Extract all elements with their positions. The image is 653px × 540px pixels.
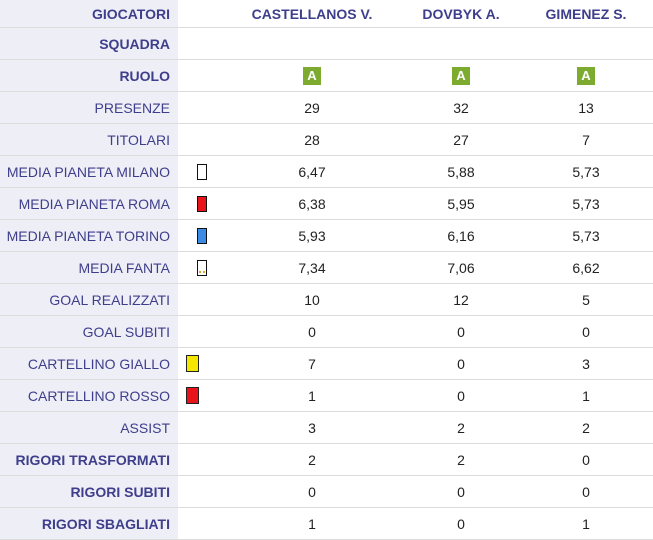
stat-value: 0	[457, 323, 465, 340]
stat-row: CARTELLINO ROSSO 1 0 1	[0, 380, 653, 412]
stat-value: 0	[308, 323, 316, 340]
stat-value: 1	[308, 515, 316, 532]
stat-value: 13	[578, 99, 594, 116]
stat-value: 0	[308, 483, 316, 500]
red-card-icon	[186, 387, 199, 404]
player-name-castellanos[interactable]: CASTELLANOS V.	[251, 5, 373, 22]
squadra-row: SQUADRA	[0, 28, 653, 60]
row-label: GOAL REALIZZATI	[0, 284, 178, 315]
stat-value: 0	[582, 451, 590, 468]
stat-row: MEDIA PIANETA TORINO 5,93 6,16 5,73	[0, 220, 653, 252]
stat-row: GOAL REALIZZATI 10 12 5	[0, 284, 653, 316]
stat-row: TITOLARI 28 27 7	[0, 124, 653, 156]
header-row: GIOCATORI CASTELLANOS V. DOVBYK A. GIMEN…	[0, 0, 653, 28]
player-name-gimenez[interactable]: GIMENEZ S.	[545, 5, 627, 22]
stat-value: 7,06	[447, 259, 475, 276]
stat-value: 28	[304, 131, 320, 148]
row-label: PRESENZE	[0, 92, 178, 123]
stat-value: 32	[453, 99, 469, 116]
row-label: TITOLARI	[0, 124, 178, 155]
stat-value: 1	[582, 515, 590, 532]
stat-row: RIGORI TRASFORMATI 2 2 0	[0, 444, 653, 476]
stat-value: 27	[453, 131, 469, 148]
red-chip-icon	[197, 195, 207, 212]
stat-row: MEDIA PIANETA MILANO 6,47 5,88 5,73	[0, 156, 653, 188]
player-name-dovbyk[interactable]: DOVBYK A.	[422, 5, 500, 22]
stat-value: 5	[582, 291, 590, 308]
white-chip-icon	[197, 163, 207, 180]
stat-value: 6,62	[572, 259, 600, 276]
row-label: GOAL SUBITI	[0, 316, 178, 347]
row-label: RIGORI SBAGLIATI	[0, 508, 178, 539]
stat-value: 2	[457, 419, 465, 436]
row-label: MEDIA PIANETA ROMA	[0, 188, 178, 219]
row-label-ruolo: RUOLO	[0, 60, 178, 91]
stat-value: 5,95	[447, 195, 475, 212]
stat-row: MEDIA FANTA 7,34 7,06 6,62	[0, 252, 653, 284]
yellow-card-icon	[186, 355, 199, 372]
stat-value: 0	[457, 387, 465, 404]
row-label: MEDIA PIANETA TORINO	[0, 220, 178, 251]
stat-value: 5,88	[447, 163, 475, 180]
stat-row: MEDIA PIANETA ROMA 6,38 5,95 5,73	[0, 188, 653, 220]
stat-value: 0	[457, 355, 465, 372]
ruolo-row: RUOLO A A A	[0, 60, 653, 92]
stat-row: CARTELLINO GIALLO 7 0 3	[0, 348, 653, 380]
stat-value: 3	[308, 419, 316, 436]
stat-value: 5,73	[572, 195, 600, 212]
stat-value: 5,93	[298, 227, 326, 244]
stat-value: 12	[453, 291, 469, 308]
stat-value: 29	[304, 99, 320, 116]
stat-row: ASSIST 3 2 2	[0, 412, 653, 444]
stat-value: 10	[304, 291, 320, 308]
stat-value: 6,16	[447, 227, 475, 244]
fanta-chip-icon	[197, 259, 207, 276]
stat-value: 7	[308, 355, 316, 372]
row-label: RIGORI SUBITI	[0, 476, 178, 507]
stat-row: PRESENZE 29 32 13	[0, 92, 653, 124]
stat-value: 0	[582, 323, 590, 340]
stat-value: 7	[582, 131, 590, 148]
stat-value: 5,73	[572, 227, 600, 244]
row-label: MEDIA FANTA	[0, 252, 178, 283]
stat-value: 2	[582, 419, 590, 436]
row-label-giocatori: GIOCATORI	[0, 0, 178, 27]
stat-row: RIGORI SBAGLIATI 1 0 1	[0, 508, 653, 540]
stat-value: 1	[308, 387, 316, 404]
stat-value: 6,47	[298, 163, 326, 180]
stat-value: 3	[582, 355, 590, 372]
stat-value: 6,38	[298, 195, 326, 212]
stat-value: 2	[308, 451, 316, 468]
row-label-squadra: SQUADRA	[0, 28, 178, 59]
row-label: ASSIST	[0, 412, 178, 443]
stat-value: 1	[582, 387, 590, 404]
role-badge: A	[577, 66, 595, 85]
role-badge: A	[452, 66, 470, 85]
stat-value: 7,34	[298, 259, 326, 276]
row-label: MEDIA PIANETA MILANO	[0, 156, 178, 187]
stat-value: 0	[457, 483, 465, 500]
stat-row: GOAL SUBITI 0 0 0	[0, 316, 653, 348]
row-label: CARTELLINO ROSSO	[0, 380, 178, 411]
stat-value: 5,73	[572, 163, 600, 180]
stat-value: 0	[582, 483, 590, 500]
row-label: CARTELLINO GIALLO	[0, 348, 178, 379]
row-label: RIGORI TRASFORMATI	[0, 444, 178, 475]
blue-chip-icon	[197, 227, 207, 244]
role-badge: A	[303, 66, 321, 85]
stat-row: RIGORI SUBITI 0 0 0	[0, 476, 653, 508]
stat-value: 0	[457, 515, 465, 532]
stat-value: 2	[457, 451, 465, 468]
